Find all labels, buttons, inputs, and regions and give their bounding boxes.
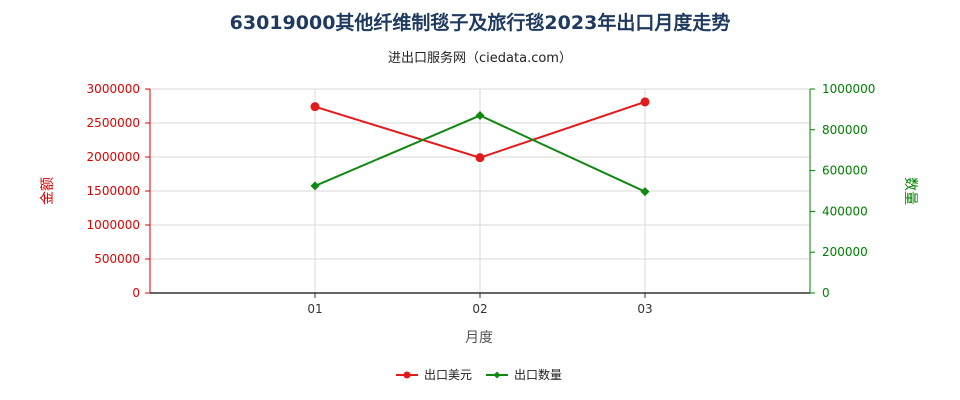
- left-tick-label: 500000: [94, 252, 140, 266]
- left-tick-label: 2000000: [87, 150, 140, 164]
- legend-swatch-marker: [493, 371, 501, 379]
- x-tick-label: 01: [307, 302, 322, 316]
- left-tick-label: 3000000: [87, 82, 140, 96]
- legend-label: 出口数量: [514, 367, 562, 382]
- x-tick-label: 03: [637, 302, 652, 316]
- x-tick-label: 02: [472, 302, 487, 316]
- left-tick-label: 1000000: [87, 218, 140, 232]
- left-tick-label: 2500000: [87, 116, 140, 130]
- legend-swatch-marker: [403, 371, 411, 379]
- right-axis-title: 数量: [902, 177, 918, 205]
- x-axis-ticks: 01 02 03: [307, 293, 653, 316]
- legend-label: 出口美元: [424, 368, 472, 382]
- right-tick-label: 600000: [822, 164, 868, 178]
- chart-subtitle: 进出口服务网（ciedata.com）: [388, 50, 572, 66]
- series-1-point: [640, 97, 650, 107]
- right-tick-label: 1000000: [822, 82, 875, 96]
- series-1-point: [475, 153, 485, 163]
- right-tick-label: 200000: [822, 245, 868, 259]
- left-tick-label: 1500000: [87, 184, 140, 198]
- series-2-point: [640, 187, 650, 197]
- left-axis-ticks: 0 500000 1000000 1500000 2000000 2500000 30000…: [87, 82, 150, 300]
- legend: 出口美元 出口数量: [396, 367, 562, 382]
- x-axis-title: 月度: [465, 330, 493, 346]
- series-2-point: [310, 181, 320, 191]
- right-tick-label: 800000: [822, 123, 868, 137]
- right-tick-label: 0: [822, 286, 830, 300]
- series-layer: [310, 97, 650, 197]
- left-tick-label: 0: [132, 286, 140, 300]
- series-2-point: [475, 111, 485, 121]
- right-tick-label: 400000: [822, 204, 868, 218]
- chart-title: 63019000其他纤维制毯子及旅行毯2023年出口月度走势: [230, 11, 731, 34]
- left-axis-title: 金额: [40, 177, 56, 205]
- right-axis-ticks: 0 200000 400000 600000 800000 1000000: [810, 82, 875, 300]
- series-1-point: [310, 102, 320, 112]
